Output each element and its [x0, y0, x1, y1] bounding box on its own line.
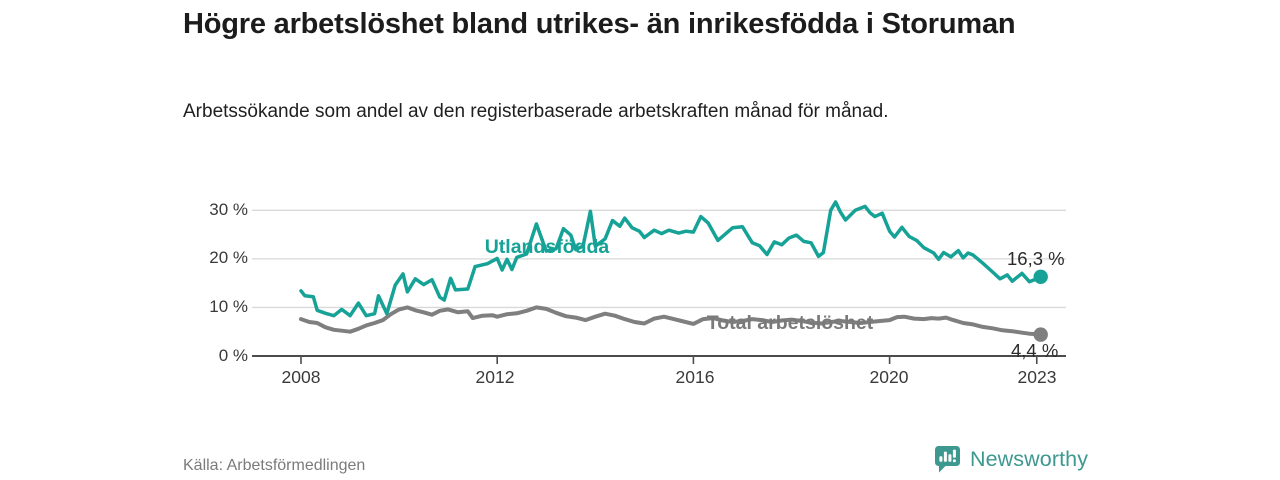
newsworthy-logo-text: Newsworthy	[970, 447, 1089, 471]
end-dot-utlandsfodda	[1033, 269, 1048, 284]
y-tick-label-30: 30 %	[209, 200, 248, 219]
end-value-utlandsfodda: 16,3 %	[1007, 248, 1065, 269]
x-tick-label-2023: 2023	[1017, 367, 1057, 387]
y-tick-label-20: 20 %	[209, 248, 248, 267]
x-tick-label-2016: 2016	[675, 367, 715, 387]
x-tick-label-2020: 2020	[869, 367, 909, 387]
end-value-total-arbetsloshet: 4,4 %	[1011, 340, 1059, 361]
y-tick-label-0: 0 %	[218, 346, 248, 365]
newsworthy-logo-icon	[935, 446, 960, 473]
page-title: Högre arbetslöshet bland utrikes- än inr…	[183, 8, 1016, 40]
x-tick-label-2012: 2012	[475, 367, 515, 387]
chart-subtitle: Arbetssökande som andel av den registerb…	[183, 101, 889, 122]
source-credit: Källa: Arbetsförmedlingen	[183, 457, 366, 474]
x-tick-label-2008: 2008	[281, 367, 321, 387]
newsworthy-logo: Newsworthy	[934, 445, 1088, 474]
series-label-utlandsfodda: Utlandsfödda	[484, 236, 610, 258]
series-line-utlandsfodda	[299, 200, 1043, 318]
y-tick-label-10: 10 %	[209, 297, 248, 316]
series-label-total-arbetsloshet: Total arbetslöshet	[706, 312, 874, 334]
series-line-total-arbetsloshet	[299, 305, 1043, 337]
end-dot-total-arbetsloshet	[1033, 327, 1048, 342]
